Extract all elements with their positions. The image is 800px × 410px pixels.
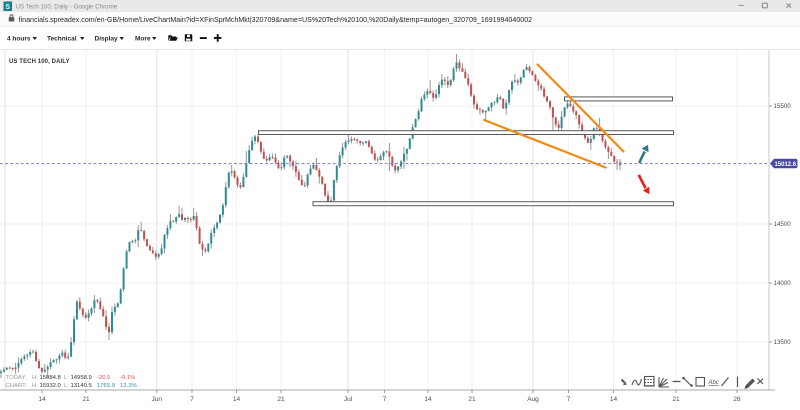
- svg-text:14: 14: [610, 396, 618, 403]
- svg-text:14000: 14000: [774, 280, 792, 287]
- svg-text:More: More: [135, 36, 151, 43]
- svg-text:7: 7: [190, 396, 194, 403]
- svg-text:L:: L:: [64, 383, 69, 389]
- svg-text:4 hours: 4 hours: [7, 36, 31, 43]
- svg-text:13140.5: 13140.5: [71, 383, 93, 389]
- svg-text:14: 14: [38, 396, 46, 403]
- svg-text:15012.6: 15012.6: [774, 162, 796, 168]
- svg-text:Technical: Technical: [47, 36, 77, 43]
- svg-text:21: 21: [277, 396, 285, 403]
- svg-text:14: 14: [233, 396, 241, 403]
- svg-text:21: 21: [82, 396, 90, 403]
- svg-text:L:: L:: [64, 375, 69, 381]
- svg-text:Jul: Jul: [344, 396, 353, 403]
- svg-text:TODAY:: TODAY:: [6, 375, 27, 381]
- svg-text:Aug: Aug: [527, 396, 539, 403]
- svg-text:15932.0: 15932.0: [40, 383, 62, 389]
- svg-text:US TECH 100, DAILY: US TECH 100, DAILY: [9, 59, 70, 65]
- svg-text:15084.8: 15084.8: [40, 375, 62, 381]
- svg-text:1765.9: 1765.9: [97, 383, 115, 389]
- svg-text:15500: 15500: [774, 103, 792, 110]
- svg-text:21: 21: [468, 396, 476, 403]
- svg-text:-0.1%: -0.1%: [120, 375, 136, 381]
- svg-text:14500: 14500: [774, 221, 792, 228]
- svg-text:US Tech 100, Daily - Google Ch: US Tech 100, Daily - Google Chrome: [16, 4, 118, 11]
- svg-text:H:: H:: [32, 383, 38, 389]
- svg-text:13.3%: 13.3%: [120, 383, 137, 389]
- svg-text:-20.5: -20.5: [97, 375, 111, 381]
- svg-text:S: S: [5, 4, 10, 11]
- svg-text:7: 7: [567, 396, 571, 403]
- svg-text:7: 7: [383, 396, 387, 403]
- svg-text:13500: 13500: [774, 339, 792, 346]
- svg-text:Jun: Jun: [152, 396, 163, 403]
- svg-text:Abc: Abc: [708, 380, 719, 386]
- svg-text:14958.9: 14958.9: [71, 375, 92, 381]
- svg-text:28: 28: [733, 396, 741, 403]
- svg-text:CHART:: CHART:: [6, 383, 28, 389]
- svg-text:21: 21: [672, 396, 680, 403]
- svg-text:financials.spreadex.com/en-GB/: financials.spreadex.com/en-GB/Home/LiveC…: [19, 16, 533, 24]
- svg-text:14: 14: [424, 396, 432, 403]
- svg-text:H:: H:: [32, 375, 38, 381]
- svg-text:Display: Display: [95, 36, 119, 43]
